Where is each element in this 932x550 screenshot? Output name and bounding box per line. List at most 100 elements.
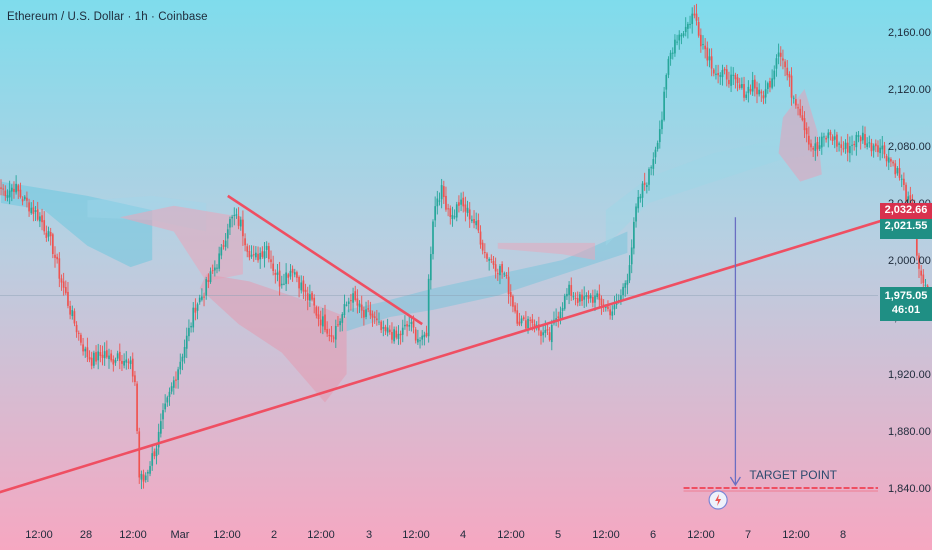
candle-body (207, 280, 210, 282)
candle-body (442, 186, 445, 198)
last-price-tag: 1,975.05 46:01 (880, 286, 932, 321)
candle-body (697, 22, 700, 36)
candle-countdown: 46:01 (891, 303, 921, 316)
candle-body (134, 375, 136, 383)
candle-body (233, 214, 236, 217)
candle-body (73, 311, 76, 324)
candle-body (559, 311, 562, 321)
candle-body (237, 216, 240, 226)
candle-body (302, 280, 305, 292)
resistance-trendline (227, 194, 423, 326)
candle-body (423, 334, 426, 338)
candle-body (140, 473, 143, 480)
candle-body (319, 319, 322, 326)
candle-body (6, 195, 9, 198)
candle-body (766, 83, 769, 89)
candle-body (728, 79, 730, 85)
candle-body (84, 348, 87, 352)
candle-body (352, 293, 354, 303)
candle-body (624, 283, 627, 288)
candle-body (710, 56, 713, 69)
x-axis-tick-label: 8 (840, 529, 846, 541)
candle-body (641, 183, 644, 198)
candle-body (751, 80, 754, 92)
candle-body (579, 294, 581, 302)
candle-body (166, 397, 169, 403)
candle-body (509, 292, 512, 297)
candle-body (56, 256, 59, 260)
candle-body (229, 219, 231, 228)
candle-body (920, 270, 923, 276)
candle-body (382, 327, 385, 329)
candle-body (823, 136, 825, 138)
candle-body (708, 56, 711, 61)
candle-body (877, 145, 879, 153)
candle-body (741, 84, 743, 88)
candle-body (838, 143, 840, 145)
candle-body (265, 245, 268, 250)
annotations-layer: TARGET POINT (683, 217, 878, 510)
candle-body (652, 159, 655, 169)
candle-body (773, 70, 776, 80)
candle-body (283, 283, 285, 285)
candle-body (436, 198, 439, 207)
candle-body (637, 196, 640, 209)
candle-body (248, 251, 251, 258)
candle-body (455, 204, 458, 218)
candle-body (591, 296, 594, 303)
candle-body (291, 268, 294, 273)
candle-body (695, 13, 698, 21)
candle-body (471, 219, 473, 222)
candle-body (341, 314, 344, 323)
candle-body (75, 324, 78, 333)
candle-body (157, 431, 160, 448)
candle-body (671, 52, 674, 54)
candle-body (820, 136, 823, 148)
candle-body (293, 272, 296, 275)
candle-body (103, 351, 106, 359)
candle-body (861, 132, 864, 141)
candle-body (663, 91, 665, 120)
candle-body (585, 295, 588, 297)
candle-body (542, 332, 545, 336)
candle-body (179, 361, 182, 370)
candle-body (894, 163, 897, 175)
candle-body (479, 231, 482, 245)
candle-body (516, 310, 519, 324)
candle-body (568, 284, 570, 295)
candle-body (756, 87, 758, 95)
candle-body (367, 308, 370, 310)
candle-body (494, 264, 497, 272)
candle-body (414, 329, 417, 341)
candle-body (849, 146, 851, 154)
candle-body (345, 304, 348, 306)
candle-body (97, 351, 100, 361)
candle-body (596, 293, 599, 298)
candle-body (574, 297, 577, 299)
candle-body (343, 304, 346, 316)
candle-body (918, 255, 920, 269)
candle-body (743, 84, 745, 98)
candle-body (276, 272, 279, 275)
candle-body (296, 272, 298, 278)
candle-body (613, 305, 616, 310)
candle-body (239, 219, 242, 227)
candle-body (129, 360, 132, 365)
candle-body (771, 78, 773, 88)
candle-body (803, 118, 806, 131)
candle-body (753, 79, 756, 89)
candle-body (332, 337, 335, 339)
candle-body (26, 197, 28, 201)
candle-body (691, 13, 694, 24)
candle-body (356, 298, 359, 306)
candle-body (496, 273, 499, 275)
candle-body (395, 330, 398, 338)
candle-body (118, 351, 121, 361)
cloud-bearish-4 (778, 89, 822, 182)
candle-body (328, 335, 331, 337)
candle-body (531, 319, 534, 324)
candle-body (486, 253, 488, 259)
candle-body (147, 471, 149, 474)
candle-body (630, 247, 633, 265)
